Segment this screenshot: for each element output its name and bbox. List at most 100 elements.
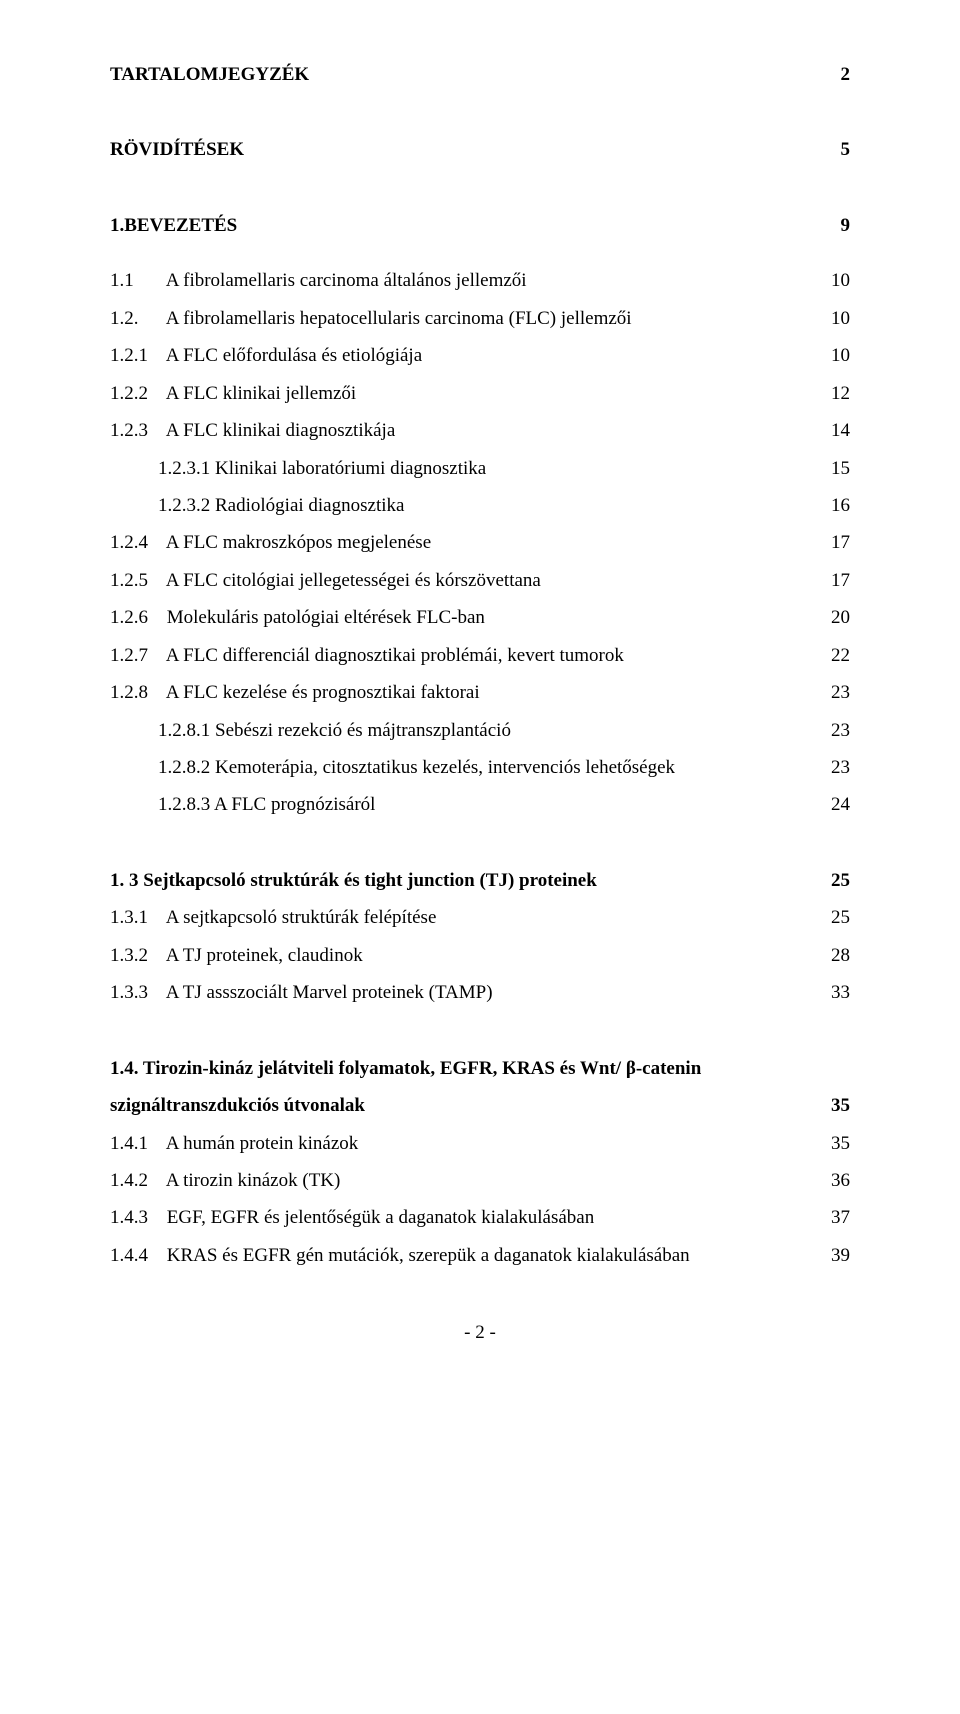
table-of-contents: TARTALOMJEGYZÉK2 RÖVIDÍTÉSEK5 1.BEVEZETÉS9… — [110, 60, 850, 1270]
toc-page: 5 — [841, 135, 851, 164]
toc-label: 1.4.1 A humán protein kinázok — [110, 1129, 831, 1158]
toc-page: 12 — [831, 379, 850, 408]
toc-number: 1.3.2 — [110, 941, 162, 970]
toc-gap — [110, 97, 850, 135]
toc-row: 1.4.4 KRAS és EGFR gén mutációk, szerepü… — [110, 1241, 850, 1270]
toc-number: 1.4.4 — [110, 1241, 162, 1270]
toc-label: RÖVIDÍTÉSEK — [110, 135, 841, 164]
toc-row: 1.2.8.2 Kemoterápia, citosztatikus kezel… — [110, 753, 850, 782]
toc-label: 1.2.6 Molekuláris patológiai eltérések F… — [110, 603, 831, 632]
toc-row: 1.2.8 A FLC kezelése és prognosztikai fa… — [110, 678, 850, 707]
toc-gap — [110, 1016, 850, 1054]
page-number-footer: - 2 - — [110, 1318, 850, 1347]
toc-number: 1.2.7 — [110, 641, 162, 670]
toc-number: 1.2. — [110, 304, 162, 333]
toc-label: 1.4.2 A tirozin kinázok (TK) — [110, 1166, 831, 1195]
toc-label: 1.4.3 EGF, EGFR és jelentőségük a dagana… — [110, 1203, 831, 1232]
toc-label: 1.2.8.2 Kemoterápia, citosztatikus kezel… — [110, 753, 831, 782]
toc-row: 1. 3 Sejtkapcsoló struktúrák és tight ju… — [110, 866, 850, 895]
toc-number: 1.2.1 — [110, 341, 162, 370]
toc-row: szignáltranszdukciós útvonalak35 — [110, 1091, 850, 1120]
toc-label: 1.2.8.3 A FLC prognózisáról — [110, 790, 831, 819]
toc-row: 1.4. Tirozin-kináz jelátviteli folyamato… — [110, 1054, 850, 1083]
toc-page: 25 — [831, 903, 850, 932]
toc-page: 39 — [831, 1241, 850, 1270]
toc-label: 1.2.8.1 Sebészi rezekció és májtranszpla… — [110, 716, 831, 745]
toc-page: 15 — [831, 454, 850, 483]
toc-label: 1.BEVEZETÉS — [110, 211, 841, 240]
toc-label: 1. 3 Sejtkapcsoló struktúrák és tight ju… — [110, 866, 831, 895]
toc-row: 1.3.2 A TJ proteinek, claudinok28 — [110, 941, 850, 970]
toc-row: 1.2.4 A FLC makroszkópos megjelenése17 — [110, 528, 850, 557]
toc-page: 35 — [831, 1129, 850, 1158]
toc-gap — [110, 173, 850, 211]
toc-label: TARTALOMJEGYZÉK — [110, 60, 841, 89]
toc-page: 25 — [831, 866, 850, 895]
toc-row: 1.4.3 EGF, EGFR és jelentőségük a dagana… — [110, 1203, 850, 1232]
toc-row: 1.4.1 A humán protein kinázok35 — [110, 1129, 850, 1158]
toc-page: 37 — [831, 1203, 850, 1232]
toc-label: 1.1 A fibrolamellaris carcinoma általáno… — [110, 266, 831, 295]
toc-page: 17 — [831, 528, 850, 557]
toc-page: 17 — [831, 566, 850, 595]
toc-row: 1.BEVEZETÉS9 — [110, 211, 850, 240]
toc-page: 28 — [831, 941, 850, 970]
toc-row: 1.2.3 A FLC klinikai diagnosztikája14 — [110, 416, 850, 445]
toc-page: 2 — [841, 60, 851, 89]
toc-page: 35 — [831, 1091, 850, 1120]
toc-page: 22 — [831, 641, 850, 670]
toc-row: 1.2.2 A FLC klinikai jellemzői12 — [110, 379, 850, 408]
toc-label: szignáltranszdukciós útvonalak — [110, 1091, 831, 1120]
toc-number: 1.4.2 — [110, 1166, 162, 1195]
toc-gap — [110, 248, 850, 266]
toc-label: 1.2.8 A FLC kezelése és prognosztikai fa… — [110, 678, 831, 707]
toc-page: 16 — [831, 491, 850, 520]
toc-label: 1.2.3.2 Radiológiai diagnosztika — [110, 491, 831, 520]
toc-label: 1.2.7 A FLC differenciál diagnosztikai p… — [110, 641, 831, 670]
toc-row: 1.1 A fibrolamellaris carcinoma általáno… — [110, 266, 850, 295]
toc-gap — [110, 828, 850, 866]
toc-page: 36 — [831, 1166, 850, 1195]
toc-row: 1.2. A fibrolamellaris hepatocellularis … — [110, 304, 850, 333]
toc-row: TARTALOMJEGYZÉK2 — [110, 60, 850, 89]
toc-page: 23 — [831, 753, 850, 782]
toc-label: 1.3.3 A TJ assszociált Marvel proteinek … — [110, 978, 831, 1007]
toc-number: 1.3.1 — [110, 903, 162, 932]
toc-label: 1.2.3 A FLC klinikai diagnosztikája — [110, 416, 831, 445]
toc-row: 1.2.8.1 Sebészi rezekció és májtranszpla… — [110, 716, 850, 745]
toc-label: 1.2. A fibrolamellaris hepatocellularis … — [110, 304, 831, 333]
toc-page: 23 — [831, 678, 850, 707]
toc-number: 1.4.3 — [110, 1203, 162, 1232]
toc-row: 1.2.7 A FLC differenciál diagnosztikai p… — [110, 641, 850, 670]
toc-row: 1.4.2 A tirozin kinázok (TK)36 — [110, 1166, 850, 1195]
toc-number: 1.2.2 — [110, 379, 162, 408]
toc-number: 1.2.5 — [110, 566, 162, 595]
toc-label: 1.2.3.1 Klinikai laboratóriumi diagnoszt… — [110, 454, 831, 483]
toc-page: 10 — [831, 341, 850, 370]
toc-label: 1.2.5 A FLC citológiai jellegetességei é… — [110, 566, 831, 595]
toc-row: 1.2.3.1 Klinikai laboratóriumi diagnoszt… — [110, 454, 850, 483]
toc-page: 24 — [831, 790, 850, 819]
toc-label: 1.3.1 A sejtkapcsoló struktúrák felépíté… — [110, 903, 831, 932]
toc-number: 1.2.8 — [110, 678, 162, 707]
toc-row: 1.3.3 A TJ assszociált Marvel proteinek … — [110, 978, 850, 1007]
toc-row: 1.2.8.3 A FLC prognózisáról24 — [110, 790, 850, 819]
toc-label: 1.3.2 A TJ proteinek, claudinok — [110, 941, 831, 970]
toc-page: 23 — [831, 716, 850, 745]
toc-label: 1.2.1 A FLC előfordulása és etiológiája — [110, 341, 831, 370]
toc-row: RÖVIDÍTÉSEK5 — [110, 135, 850, 164]
toc-page: 33 — [831, 978, 850, 1007]
toc-page: 14 — [831, 416, 850, 445]
toc-row: 1.3.1 A sejtkapcsoló struktúrák felépíté… — [110, 903, 850, 932]
toc-label: 1.2.4 A FLC makroszkópos megjelenése — [110, 528, 831, 557]
toc-label: 1.4. Tirozin-kináz jelátviteli folyamato… — [110, 1054, 850, 1083]
toc-number: 1.4.1 — [110, 1129, 162, 1158]
toc-number: 1.2.3 — [110, 416, 162, 445]
toc-row: 1.2.6 Molekuláris patológiai eltérések F… — [110, 603, 850, 632]
toc-page: 10 — [831, 304, 850, 333]
toc-number: 1.2.6 — [110, 603, 162, 632]
toc-number: 1.2.4 — [110, 528, 162, 557]
toc-row: 1.2.5 A FLC citológiai jellegetességei é… — [110, 566, 850, 595]
toc-label: 1.2.2 A FLC klinikai jellemzői — [110, 379, 831, 408]
toc-label: 1.4.4 KRAS és EGFR gén mutációk, szerepü… — [110, 1241, 831, 1270]
